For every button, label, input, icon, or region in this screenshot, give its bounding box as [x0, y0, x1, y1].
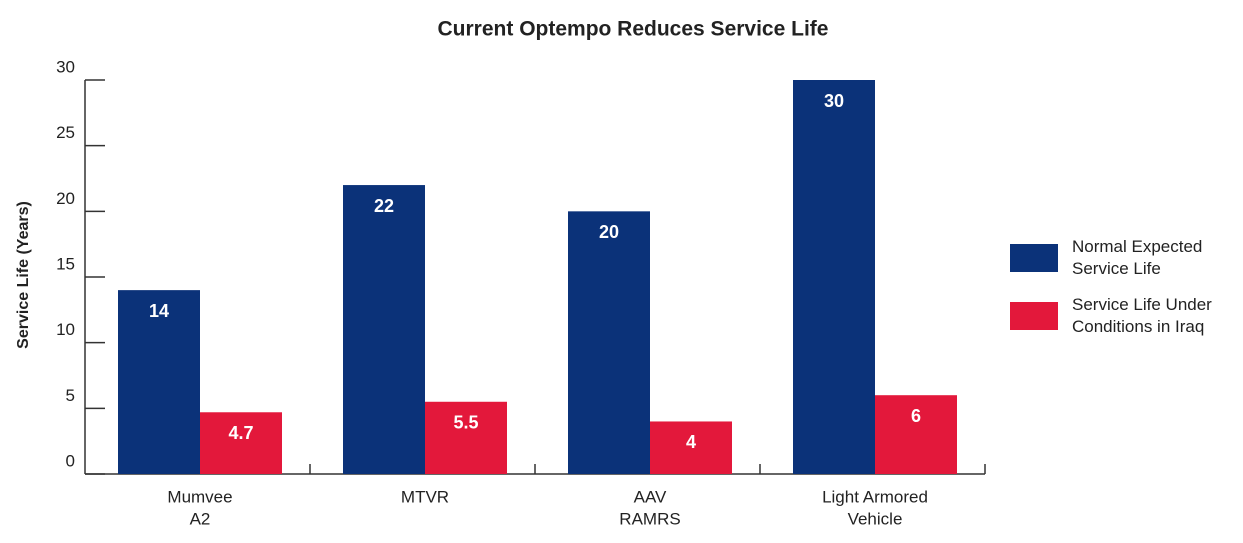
value-label: 5.5: [453, 413, 478, 433]
bar: [343, 185, 425, 475]
x-tick-label: MTVR: [401, 487, 449, 506]
value-label: 4.7: [228, 423, 253, 443]
y-tick-label: 20: [56, 189, 75, 208]
bar: [875, 395, 957, 474]
legend-swatch: [1010, 244, 1058, 272]
chart-title: Current Optempo Reduces Service Life: [438, 18, 829, 41]
value-label: 20: [599, 222, 619, 242]
legend-label: Service Life Under Conditions in Iraq: [1072, 295, 1212, 336]
value-label: 4: [686, 432, 696, 452]
value-label: 6: [911, 406, 921, 426]
bar: [425, 401, 507, 474]
bar: [650, 421, 732, 474]
legend-label: Normal Expected Service Life: [1072, 237, 1203, 278]
legend-item: Service Life Under Conditions in Iraq: [1010, 294, 1240, 338]
value-label: 14: [149, 301, 169, 321]
bar: [118, 290, 200, 474]
y-tick-label: 5: [66, 386, 75, 405]
bar: [793, 80, 875, 474]
x-tick-label: A2: [190, 509, 211, 528]
x-tick-label: AAV: [634, 487, 667, 506]
y-tick-label: 0: [66, 451, 75, 470]
legend-swatch: [1010, 302, 1058, 330]
y-tick-label: 10: [56, 320, 75, 339]
y-axis-label: Service Life (Years): [15, 201, 32, 349]
legend: Normal Expected Service Life Service Life…: [1010, 236, 1240, 352]
y-tick-label: 25: [56, 123, 75, 142]
x-tick-label: Light Armored: [822, 487, 928, 506]
x-tick-label: Mumvee: [167, 487, 232, 506]
x-tick-label: Vehicle: [848, 509, 903, 528]
value-label: 22: [374, 196, 394, 216]
bar: [200, 412, 282, 474]
legend-item: Normal Expected Service Life: [1010, 236, 1240, 280]
y-tick-label: 30: [56, 57, 75, 76]
bar: [568, 211, 650, 475]
y-tick-label: 15: [56, 254, 75, 273]
value-label: 30: [824, 91, 844, 111]
x-tick-label: RAMRS: [619, 509, 680, 528]
